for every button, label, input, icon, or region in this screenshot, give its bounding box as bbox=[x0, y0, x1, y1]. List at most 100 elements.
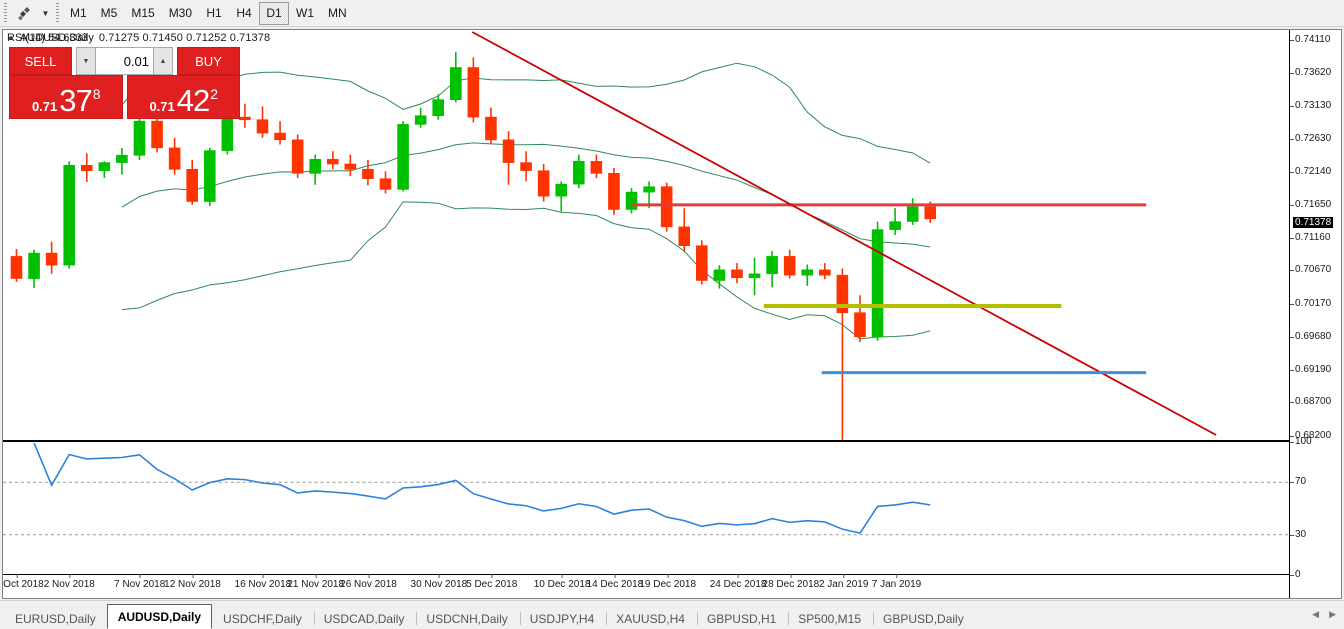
candle-body-bull bbox=[63, 165, 75, 266]
buy-price-button[interactable]: 0.71 42 2 bbox=[126, 75, 240, 119]
price-tick-0.72630: 0.72630 bbox=[1289, 133, 1332, 145]
candle-body-bear bbox=[326, 159, 339, 165]
candle-body-bull bbox=[555, 183, 568, 197]
candle-body-bear bbox=[819, 269, 831, 276]
rsi-line bbox=[33, 443, 931, 535]
volume-input[interactable]: 0.01 bbox=[96, 48, 153, 74]
caret-right-icon[interactable]: ▶ bbox=[1329, 609, 1336, 619]
buy-label[interactable]: BUY bbox=[177, 47, 240, 75]
timeframe-button-h4[interactable]: H4 bbox=[236, 6, 252, 20]
timeframe-button-m1[interactable]: M1 bbox=[70, 6, 87, 20]
chart-tab-usdcnh-daily[interactable]: USDCNH,Daily bbox=[415, 608, 519, 629]
volume-stepper[interactable]: ▼ 0.01 ▲ bbox=[76, 47, 173, 75]
sell-price-prefix: 0.71 bbox=[31, 99, 58, 114]
current-price-marker: 0.71378 bbox=[1293, 217, 1334, 229]
candle-body-bear bbox=[502, 139, 515, 163]
price-tick-0.70670: 0.70670 bbox=[1289, 264, 1332, 276]
chart-tab-usdchf-daily[interactable]: USDCHF,Daily bbox=[212, 608, 313, 629]
candle-body-bull bbox=[414, 115, 427, 125]
price-tick-0.73620: 0.73620 bbox=[1289, 66, 1332, 78]
candle-body-bear bbox=[291, 139, 304, 174]
triangle-up-icon[interactable]: ▲ bbox=[7, 33, 15, 42]
timeframe-button-d1[interactable]: D1 bbox=[259, 1, 290, 25]
price-chart-pane[interactable] bbox=[3, 30, 1289, 440]
chart-tab-usdjpy-h4[interactable]: USDJPY,H4 bbox=[518, 608, 606, 629]
candle-body-bull bbox=[203, 150, 216, 202]
price-tick-0.68200: 0.68200 bbox=[1289, 430, 1332, 441]
candle-body-bull bbox=[906, 206, 919, 222]
price-tick-0.72140: 0.72140 bbox=[1289, 166, 1332, 177]
candle-body-bear bbox=[854, 312, 866, 338]
chart-ohlc-label: 0.71275 0.71450 0.71252 0.71378 bbox=[98, 32, 271, 44]
templates-icon[interactable] bbox=[11, 2, 39, 25]
price-tick-0.68700: 0.68700 bbox=[1289, 396, 1332, 408]
candle-body-bear bbox=[186, 169, 198, 202]
sell-price-sup: 8 bbox=[92, 86, 101, 102]
timeframe-button-w1[interactable]: W1 bbox=[296, 6, 315, 20]
date-tick-12-nov-2018: 12 Nov 2018 bbox=[164, 574, 221, 590]
downtrend-line[interactable] bbox=[471, 31, 1217, 436]
chart-tab-usdcad-daily[interactable]: USDCAD,Daily bbox=[312, 608, 416, 629]
timeframe-button-h1[interactable]: H1 bbox=[206, 6, 222, 20]
timeframe-button-m15[interactable]: M15 bbox=[131, 6, 155, 20]
chart-tab-sp500-m15[interactable]: SP500,M15 bbox=[787, 608, 873, 629]
chart-window: ▲ AUDUSD,Daily 0.71275 0.71450 0.71252 0… bbox=[0, 29, 1342, 599]
price-tick-0.71650: 0.71650 bbox=[1289, 198, 1332, 210]
sell-label[interactable]: SELL bbox=[9, 47, 72, 75]
candle-body-bear bbox=[608, 173, 620, 210]
tab-scroll-arrows: ◀ ▶ bbox=[1312, 600, 1344, 629]
candle-body-bear bbox=[678, 226, 691, 246]
candle-body-bear bbox=[783, 256, 796, 276]
chart-tabs: EURUSD,Daily AUDUSD,Daily USDCHF,Daily USDC… bbox=[0, 600, 1312, 629]
candle-body-bull bbox=[133, 120, 146, 156]
buy-price-big: 42 bbox=[176, 83, 210, 118]
volume-down-icon[interactable]: ▼ bbox=[77, 48, 96, 74]
bollinger-upper-band bbox=[121, 62, 931, 164]
chart-tab-gbpusd-h1[interactable]: GBPUSD,H1 bbox=[695, 608, 788, 629]
candlestick-series bbox=[10, 52, 937, 440]
price-scale[interactable]: 0.74110 0.73620 0.73130 0.72630 0.72140 0.716… bbox=[1289, 30, 1341, 598]
date-tick-26-nov-2018: 26 Nov 2018 bbox=[340, 574, 397, 590]
chart-tab-eurusd-daily[interactable]: EURUSD,Daily bbox=[4, 608, 107, 629]
rsi-tick-100: 100 bbox=[1290, 436, 1312, 447]
chart-tab-gbpusd-daily[interactable]: GBPUSD,Daily bbox=[872, 608, 975, 629]
date-tick-2-nov-2018: 2 Nov 2018 bbox=[43, 574, 95, 590]
candle-body-bull bbox=[573, 161, 585, 185]
candle-body-bear bbox=[379, 178, 392, 190]
date-tick-14-dec-2018: 14 Dec 2018 bbox=[586, 574, 644, 590]
chart-tab-xauusd-h4[interactable]: XAUUSD,H4 bbox=[605, 608, 696, 629]
toolbar-grip-left[interactable] bbox=[2, 2, 9, 24]
date-tick-7-jan-2019: 7 Jan 2019 bbox=[871, 574, 922, 590]
octp-top-row: SELL ▼ 0.01 ▲ BUY bbox=[9, 47, 240, 75]
date-tick-10-dec-2018: 10 Dec 2018 bbox=[533, 574, 591, 590]
buy-price-prefix: 0.71 bbox=[149, 99, 175, 114]
candle-body-bear bbox=[151, 120, 163, 149]
timeframe-button-mn[interactable]: MN bbox=[328, 6, 347, 20]
one-click-trading-panel: SELL ▼ 0.01 ▲ BUY 0.71 37 8 bbox=[9, 47, 240, 119]
pane-separator bbox=[3, 440, 1289, 442]
date-tick-5-dec-2018: 5 Dec 2018 bbox=[466, 574, 518, 590]
toolbar-grip-middle[interactable] bbox=[54, 2, 61, 24]
candle-body-bull bbox=[116, 154, 128, 163]
chart-tab-audusd-daily[interactable]: AUDUSD,Daily bbox=[106, 604, 213, 629]
timeframe-button-m5[interactable]: M5 bbox=[100, 6, 118, 20]
date-tick-19-dec-2018: 19 Dec 2018 bbox=[639, 574, 697, 590]
candle-body-bear bbox=[45, 252, 58, 266]
timeframe-button-m30[interactable]: M30 bbox=[168, 6, 193, 20]
price-tick-0.69190: 0.69190 bbox=[1289, 363, 1332, 375]
candle-body-bull bbox=[221, 116, 234, 151]
rsi-tick-70: 70 bbox=[1289, 475, 1307, 487]
sell-price-big: 37 bbox=[59, 83, 92, 118]
bollinger-lower-band bbox=[121, 201, 931, 340]
caret-left-icon[interactable]: ◀ bbox=[1312, 609, 1320, 619]
templates-dropdown-icon[interactable]: ▼ bbox=[41, 8, 50, 18]
octp-price-row: 0.71 37 8 0.71 42 2 bbox=[9, 75, 240, 119]
chart-header: ▲ AUDUSD,Daily 0.71275 0.71450 0.71252 0… bbox=[3, 30, 270, 46]
date-tick-29-oct-2018: 29 Oct 2018 bbox=[0, 574, 44, 590]
volume-up-icon[interactable]: ▲ bbox=[153, 48, 172, 74]
rsi-pane[interactable] bbox=[3, 442, 1289, 574]
candle-body-bear bbox=[256, 119, 269, 134]
sell-price-button[interactable]: 0.71 37 8 bbox=[9, 75, 123, 119]
